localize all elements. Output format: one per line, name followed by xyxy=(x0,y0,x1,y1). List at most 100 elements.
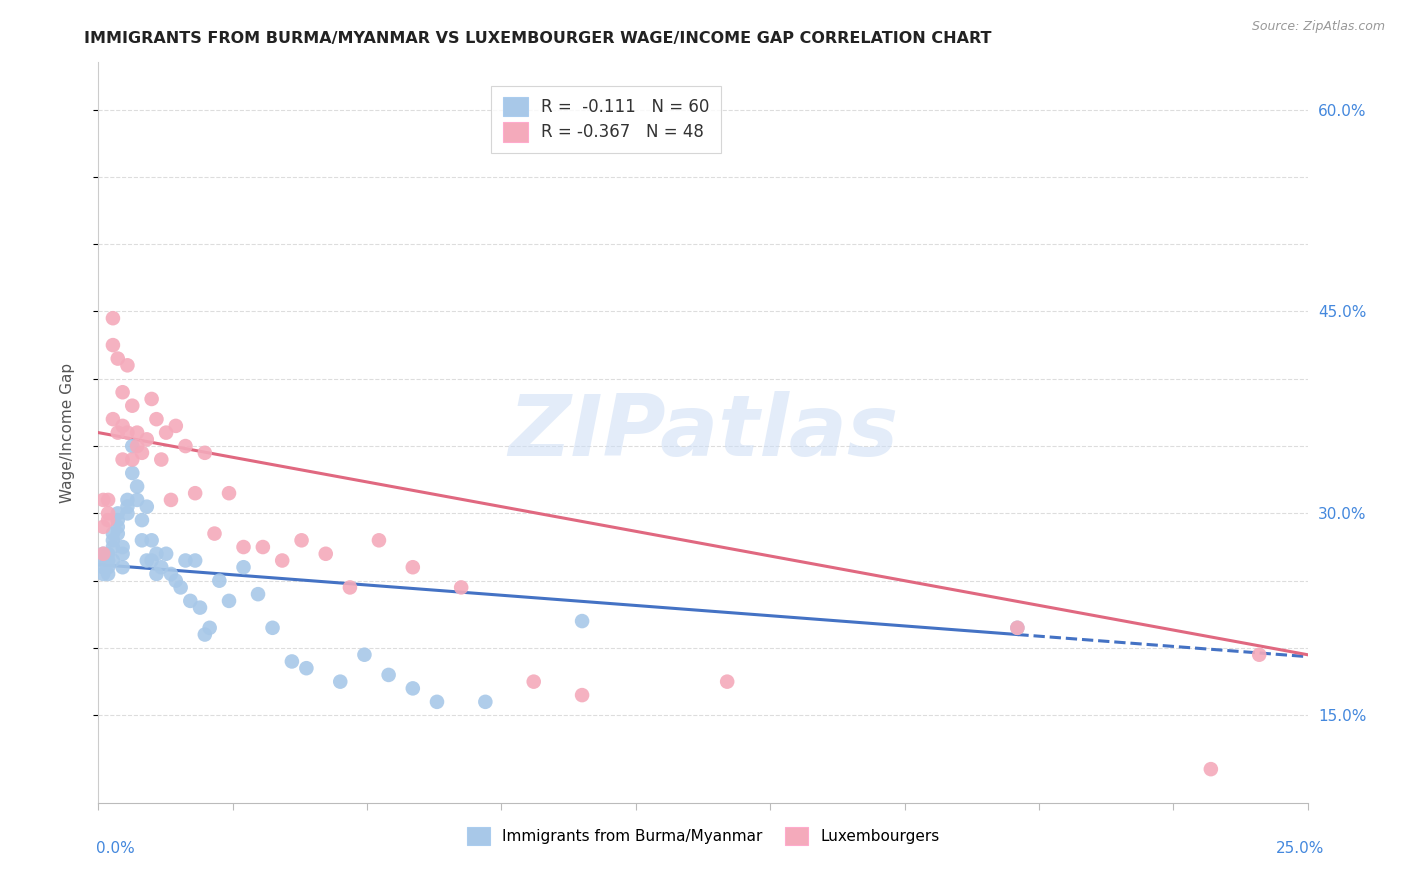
Point xyxy=(150,560,173,574)
Point xyxy=(194,446,217,460)
Point xyxy=(145,412,167,426)
Point xyxy=(111,540,134,554)
Point xyxy=(111,560,134,574)
Text: Source: ZipAtlas.com: Source: ZipAtlas.com xyxy=(1251,20,1385,33)
Point xyxy=(150,452,173,467)
Point xyxy=(97,566,120,581)
Point xyxy=(329,674,352,689)
Point xyxy=(315,547,337,561)
Point xyxy=(368,533,391,548)
Point xyxy=(571,614,593,628)
Point xyxy=(127,425,149,440)
Point xyxy=(232,560,254,574)
Point xyxy=(252,540,274,554)
Point xyxy=(1199,762,1222,776)
Point xyxy=(174,553,197,567)
Point xyxy=(117,492,139,507)
Point xyxy=(107,526,129,541)
Point xyxy=(218,594,240,608)
Point xyxy=(91,547,114,561)
Point xyxy=(101,412,124,426)
Point xyxy=(165,418,187,433)
Point xyxy=(101,526,124,541)
Point xyxy=(339,581,361,595)
Point xyxy=(111,418,134,433)
Point xyxy=(117,359,139,373)
Point xyxy=(97,513,120,527)
Point xyxy=(155,425,177,440)
Point xyxy=(353,648,375,662)
Point xyxy=(198,621,221,635)
Point xyxy=(111,385,134,400)
Point xyxy=(402,681,425,696)
Point xyxy=(117,500,139,514)
Point xyxy=(131,446,153,460)
Point xyxy=(97,560,120,574)
Point xyxy=(145,547,167,561)
Point xyxy=(295,661,318,675)
Point xyxy=(232,540,254,554)
Point xyxy=(107,425,129,440)
Point xyxy=(290,533,312,548)
Point xyxy=(117,425,139,440)
Point xyxy=(135,500,157,514)
Text: IMMIGRANTS FROM BURMA/MYANMAR VS LUXEMBOURGER WAGE/INCOME GAP CORRELATION CHART: IMMIGRANTS FROM BURMA/MYANMAR VS LUXEMBO… xyxy=(84,31,991,46)
Point xyxy=(218,486,240,500)
Point xyxy=(91,566,114,581)
Point xyxy=(523,674,546,689)
Point xyxy=(208,574,231,588)
Point xyxy=(107,351,129,366)
Point xyxy=(188,600,211,615)
Point xyxy=(91,520,114,534)
Point xyxy=(121,466,143,480)
Point xyxy=(101,540,124,554)
Point xyxy=(97,492,120,507)
Point xyxy=(107,520,129,534)
Point xyxy=(131,533,153,548)
Point xyxy=(91,492,114,507)
Point xyxy=(247,587,270,601)
Point xyxy=(141,392,163,406)
Point xyxy=(160,566,183,581)
Point xyxy=(101,338,124,352)
Point xyxy=(271,553,294,567)
Point xyxy=(179,594,201,608)
Point xyxy=(121,399,143,413)
Point xyxy=(141,533,163,548)
Point xyxy=(1007,621,1029,635)
Point xyxy=(127,492,149,507)
Point xyxy=(141,553,163,567)
Point xyxy=(107,507,129,521)
Point xyxy=(450,581,472,595)
Text: ZIPatlas: ZIPatlas xyxy=(508,391,898,475)
Point xyxy=(135,433,157,447)
Point xyxy=(165,574,187,588)
Point xyxy=(91,560,114,574)
Point xyxy=(121,452,143,467)
Point xyxy=(101,533,124,548)
Legend: Immigrants from Burma/Myanmar, Luxembourgers: Immigrants from Burma/Myanmar, Luxembour… xyxy=(461,821,945,851)
Point xyxy=(101,553,124,567)
Point xyxy=(184,553,207,567)
Point xyxy=(204,526,226,541)
Text: 0.0%: 0.0% xyxy=(96,841,135,856)
Point xyxy=(184,486,207,500)
Point xyxy=(716,674,738,689)
Point xyxy=(194,627,217,641)
Text: 25.0%: 25.0% xyxy=(1277,841,1324,856)
Point xyxy=(474,695,496,709)
Point xyxy=(91,553,114,567)
Point xyxy=(127,479,149,493)
Point xyxy=(97,553,120,567)
Point xyxy=(281,655,304,669)
Point xyxy=(121,439,143,453)
Point xyxy=(169,581,191,595)
Point xyxy=(1249,648,1271,662)
Point xyxy=(117,507,139,521)
Point xyxy=(402,560,425,574)
Point xyxy=(101,311,124,326)
Point xyxy=(135,553,157,567)
Point xyxy=(111,547,134,561)
Point xyxy=(97,507,120,521)
Point xyxy=(131,513,153,527)
